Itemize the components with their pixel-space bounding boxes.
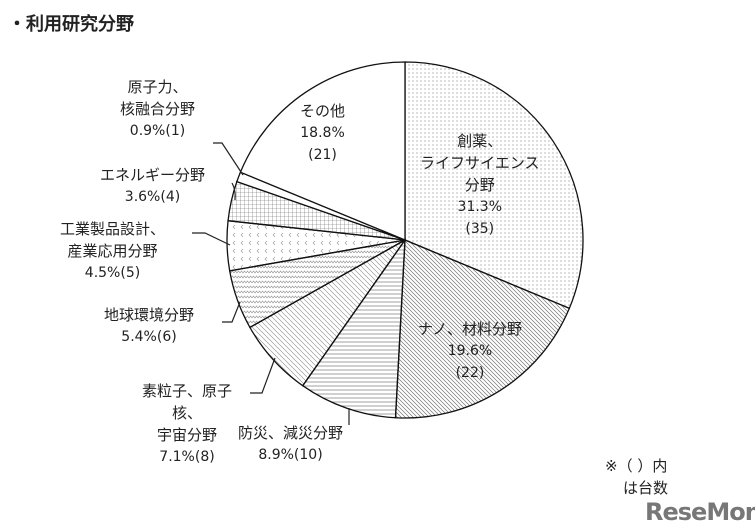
leader-line-nuclear <box>213 142 244 176</box>
label-drug: 創薬、 ライフサイエンス 分野 31.3% (35) <box>420 132 540 237</box>
leader-line-particle <box>250 357 276 394</box>
label-other: その他 18.8% (21) <box>300 102 346 163</box>
label-earth: 地球環境分野 5.4%(6) <box>104 306 195 345</box>
pie-slice-2 <box>301 237 406 419</box>
label-industrial: 工業製品設計、 産業応用分野 4.5%(5) <box>60 220 166 281</box>
label-particle: 素粒子、原子 核、 宇宙分野 7.1%(8) <box>142 382 233 465</box>
leader-line-industrial <box>192 232 231 246</box>
pie-slice-8 <box>239 61 406 241</box>
leader-line-energy <box>231 182 236 201</box>
chart-title: ・利用研究分野 <box>8 14 134 35</box>
footnote: ※（ ）内 は台数 <box>605 457 669 497</box>
pie-slice-1 <box>394 239 571 419</box>
pie-slice-0 <box>404 61 584 310</box>
label-nano: ナノ、材料分野 19.6% (22) <box>418 320 522 381</box>
watermark-logo: ReseMom <box>645 498 755 526</box>
label-energy: エネルギー分野 3.6%(4) <box>100 166 206 205</box>
leader-line-earth <box>222 301 241 323</box>
label-disaster: 防災、減災分野 8.9%(10) <box>238 424 344 463</box>
label-nuclear: 原子力、 核融合分野 0.9%(1) <box>120 78 196 139</box>
